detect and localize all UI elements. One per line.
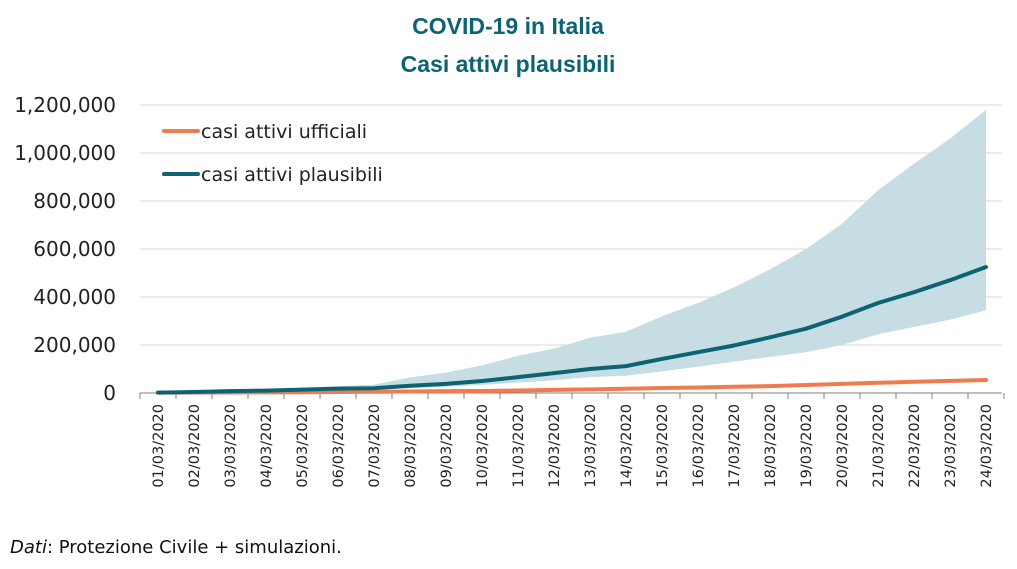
y-tick-label: 1,200,000 (14, 93, 116, 117)
data-point (336, 390, 340, 394)
data-point (372, 390, 376, 394)
data-point (408, 389, 412, 394)
y-tick-label: 600,000 (33, 237, 116, 261)
data-point (624, 387, 628, 391)
y-tick-label: 1,000,000 (14, 141, 116, 165)
data-point (588, 367, 592, 371)
x-tick-label: 16/03/2020 (691, 404, 707, 488)
data-point (552, 388, 556, 392)
x-tick-label: 12/03/2020 (547, 404, 563, 488)
data-point (660, 386, 664, 390)
gridlines (140, 104, 1002, 346)
x-tick-label: 13/03/2020 (583, 404, 599, 488)
data-point (876, 301, 880, 305)
source-label: Dati (10, 537, 47, 558)
x-tick-label: 02/03/2020 (187, 404, 203, 488)
series-line-casi-attivi-plausibili (156, 265, 988, 395)
band-area (158, 109, 986, 393)
source-note: Dati: Protezione Civile + simulazioni. (10, 537, 342, 558)
y-tick-label: 800,000 (33, 189, 116, 213)
chart-subtitle: Casi attivi plausibili (401, 51, 616, 77)
x-tick-label: 18/03/2020 (763, 404, 779, 488)
data-point (912, 380, 916, 384)
x-tick-label: 01/03/2020 (151, 404, 167, 488)
data-point (336, 387, 340, 391)
data-point (624, 364, 628, 368)
data-point (264, 389, 268, 393)
series-lines (156, 265, 988, 395)
data-point (516, 388, 520, 393)
data-point (876, 381, 880, 385)
data-point (912, 290, 916, 294)
x-tick-label: 06/03/2020 (331, 404, 347, 488)
data-point (948, 379, 952, 383)
data-point (804, 383, 808, 387)
data-point (408, 384, 412, 388)
x-tick-label: 15/03/2020 (655, 404, 671, 488)
data-point (444, 389, 448, 393)
legend: casi attivi ufficiali casi attivi plausib… (162, 121, 383, 186)
data-point (588, 387, 592, 392)
y-tick-label: 400,000 (33, 285, 116, 309)
x-tick-label: 24/03/2020 (979, 404, 995, 488)
x-tick-label: 23/03/2020 (943, 404, 959, 488)
data-point (372, 386, 376, 390)
data-point (732, 385, 736, 389)
data-point (948, 278, 952, 282)
x-tick-label: 08/03/2020 (403, 404, 419, 488)
y-tick-labels: 0 200,000 400,000 600,000 800,000 1,000,000 1,… (14, 93, 116, 405)
series-line-casi-attivi-ufficiali (156, 378, 988, 395)
uncertainty-band (158, 109, 986, 393)
x-tick-label: 11/03/2020 (511, 404, 527, 488)
data-point (228, 389, 232, 393)
data-point (660, 357, 664, 361)
y-tick-label: 200,000 (33, 333, 116, 357)
legend-label: casi attivi plausibili (201, 164, 383, 186)
y-tick-label: 0 (103, 381, 116, 405)
x-tick-label: 19/03/2020 (799, 404, 815, 488)
x-tick-label: 14/03/2020 (619, 404, 635, 488)
data-point (696, 385, 700, 390)
x-tick-label: 04/03/2020 (259, 404, 275, 488)
x-tick-label: 03/03/2020 (223, 404, 239, 488)
x-tick-label: 10/03/2020 (475, 404, 491, 488)
x-tick-label: 05/03/2020 (295, 404, 311, 488)
x-tick-label: 21/03/2020 (871, 404, 887, 488)
data-point (480, 379, 484, 383)
data-point (300, 388, 304, 392)
x-tick-label: 07/03/2020 (367, 404, 383, 488)
data-point (840, 382, 844, 386)
chart-title: COVID-19 in Italia (412, 13, 604, 39)
x-tick-label: 17/03/2020 (727, 404, 743, 488)
data-point (696, 350, 700, 354)
x-tick-label: 22/03/2020 (907, 404, 923, 488)
source-text: : Protezione Civile + simulazioni. (46, 537, 342, 558)
data-point (840, 315, 844, 319)
data-point (732, 343, 736, 348)
legend-label: casi attivi ufficiali (201, 121, 367, 143)
data-point (984, 378, 988, 382)
data-point (984, 265, 988, 269)
data-point (516, 375, 520, 379)
x-tick-label: 20/03/2020 (835, 404, 851, 488)
data-point (444, 382, 448, 386)
x-tick-labels: 01/03/2020 02/03/2020 03/03/2020 04/03/2020… (151, 404, 995, 488)
x-tick-label: 09/03/2020 (439, 404, 455, 488)
data-point (480, 389, 484, 393)
data-point (192, 390, 196, 394)
data-point (768, 335, 772, 339)
data-point (768, 384, 772, 388)
data-point (552, 371, 556, 375)
data-point (804, 327, 808, 331)
data-point (156, 391, 160, 395)
